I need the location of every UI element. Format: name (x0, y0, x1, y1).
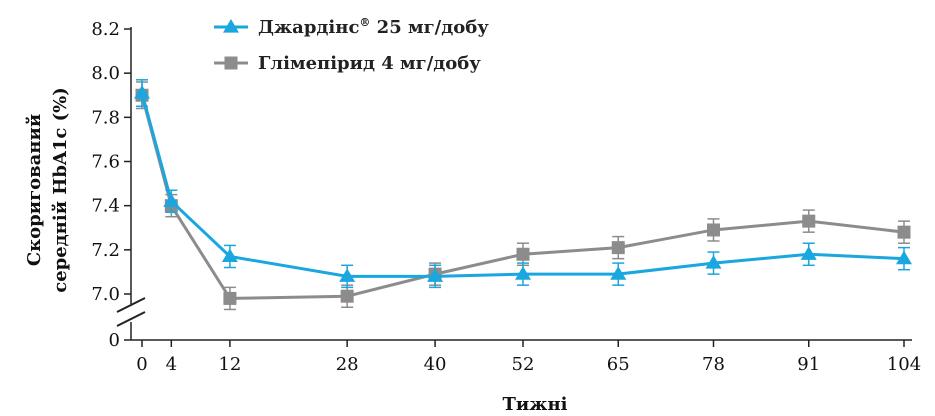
y-tick-label: 7.8 (91, 107, 120, 128)
x-tick-label: 0 (136, 354, 147, 375)
x-tick-label: 65 (607, 354, 630, 375)
series-line (140, 94, 905, 300)
data-point (705, 255, 722, 269)
legend-label: Глімепірид 4 мг/добу (258, 53, 481, 74)
data-point (223, 291, 237, 305)
legend-marker (224, 56, 238, 70)
y-axis-label-line2: середній HbA1c (%) (50, 87, 71, 293)
data-point (610, 266, 627, 280)
data-point (707, 223, 720, 237)
x-tick-label: 4 (166, 354, 177, 375)
x-tick-label: 40 (424, 354, 447, 375)
y-axis-label: Скоригований середній HbA1c (%) (24, 87, 71, 293)
axes: 8.28.07.87.67.47.27.000 4 12 28 40 52 65 78 91 10… (91, 19, 921, 375)
y-tick-label: 7.4 (91, 196, 120, 217)
legend-marker (223, 19, 239, 33)
axis-break-mark-2 (116, 311, 146, 327)
data-point (802, 214, 816, 228)
axis-break-mark-1 (116, 297, 146, 313)
x-tick-label: 78 (702, 354, 725, 375)
y-tick-label: 7.2 (91, 240, 120, 261)
x-tick-label: 12 (218, 354, 241, 375)
series-layer (134, 79, 912, 311)
y-tick-label: 7.6 (91, 152, 120, 173)
legend-entry-square: Глімепірид 4 мг/добу (214, 53, 481, 74)
x-tick-label: 52 (512, 354, 535, 375)
data-point (339, 268, 356, 282)
y-tick-label: 8.0 (91, 63, 120, 84)
x-axis-label: Тижні (503, 394, 568, 415)
x-tick-label: 104 (887, 354, 921, 375)
y-tick-label: 8.2 (91, 19, 120, 40)
data-point (611, 241, 625, 255)
x-tick-label: 91 (797, 354, 820, 375)
y-tick-label: 7.0 (91, 284, 120, 305)
series-line (140, 92, 905, 278)
series-triangle (134, 79, 912, 289)
legend: Джардінс® 25 мг/добу Глімепірид 4 мг/добу (214, 16, 489, 74)
legend-entry-triangle: Джардінс® 25 мг/добу (214, 16, 489, 38)
legend-label: Джардінс® 25 мг/добу (258, 16, 489, 38)
data-point (163, 193, 180, 207)
y-tick-label-zero: 0 (109, 330, 120, 351)
data-point (134, 85, 150, 99)
y-axis-label-line1: Скоригований (24, 114, 45, 266)
x-tick-label: 28 (336, 354, 359, 375)
data-point (516, 247, 530, 261)
data-point (221, 248, 238, 263)
data-point (515, 266, 531, 280)
data-point (427, 268, 444, 282)
data-point (340, 289, 354, 303)
data-point (800, 246, 817, 260)
data-point (896, 250, 912, 265)
data-point (897, 225, 911, 239)
